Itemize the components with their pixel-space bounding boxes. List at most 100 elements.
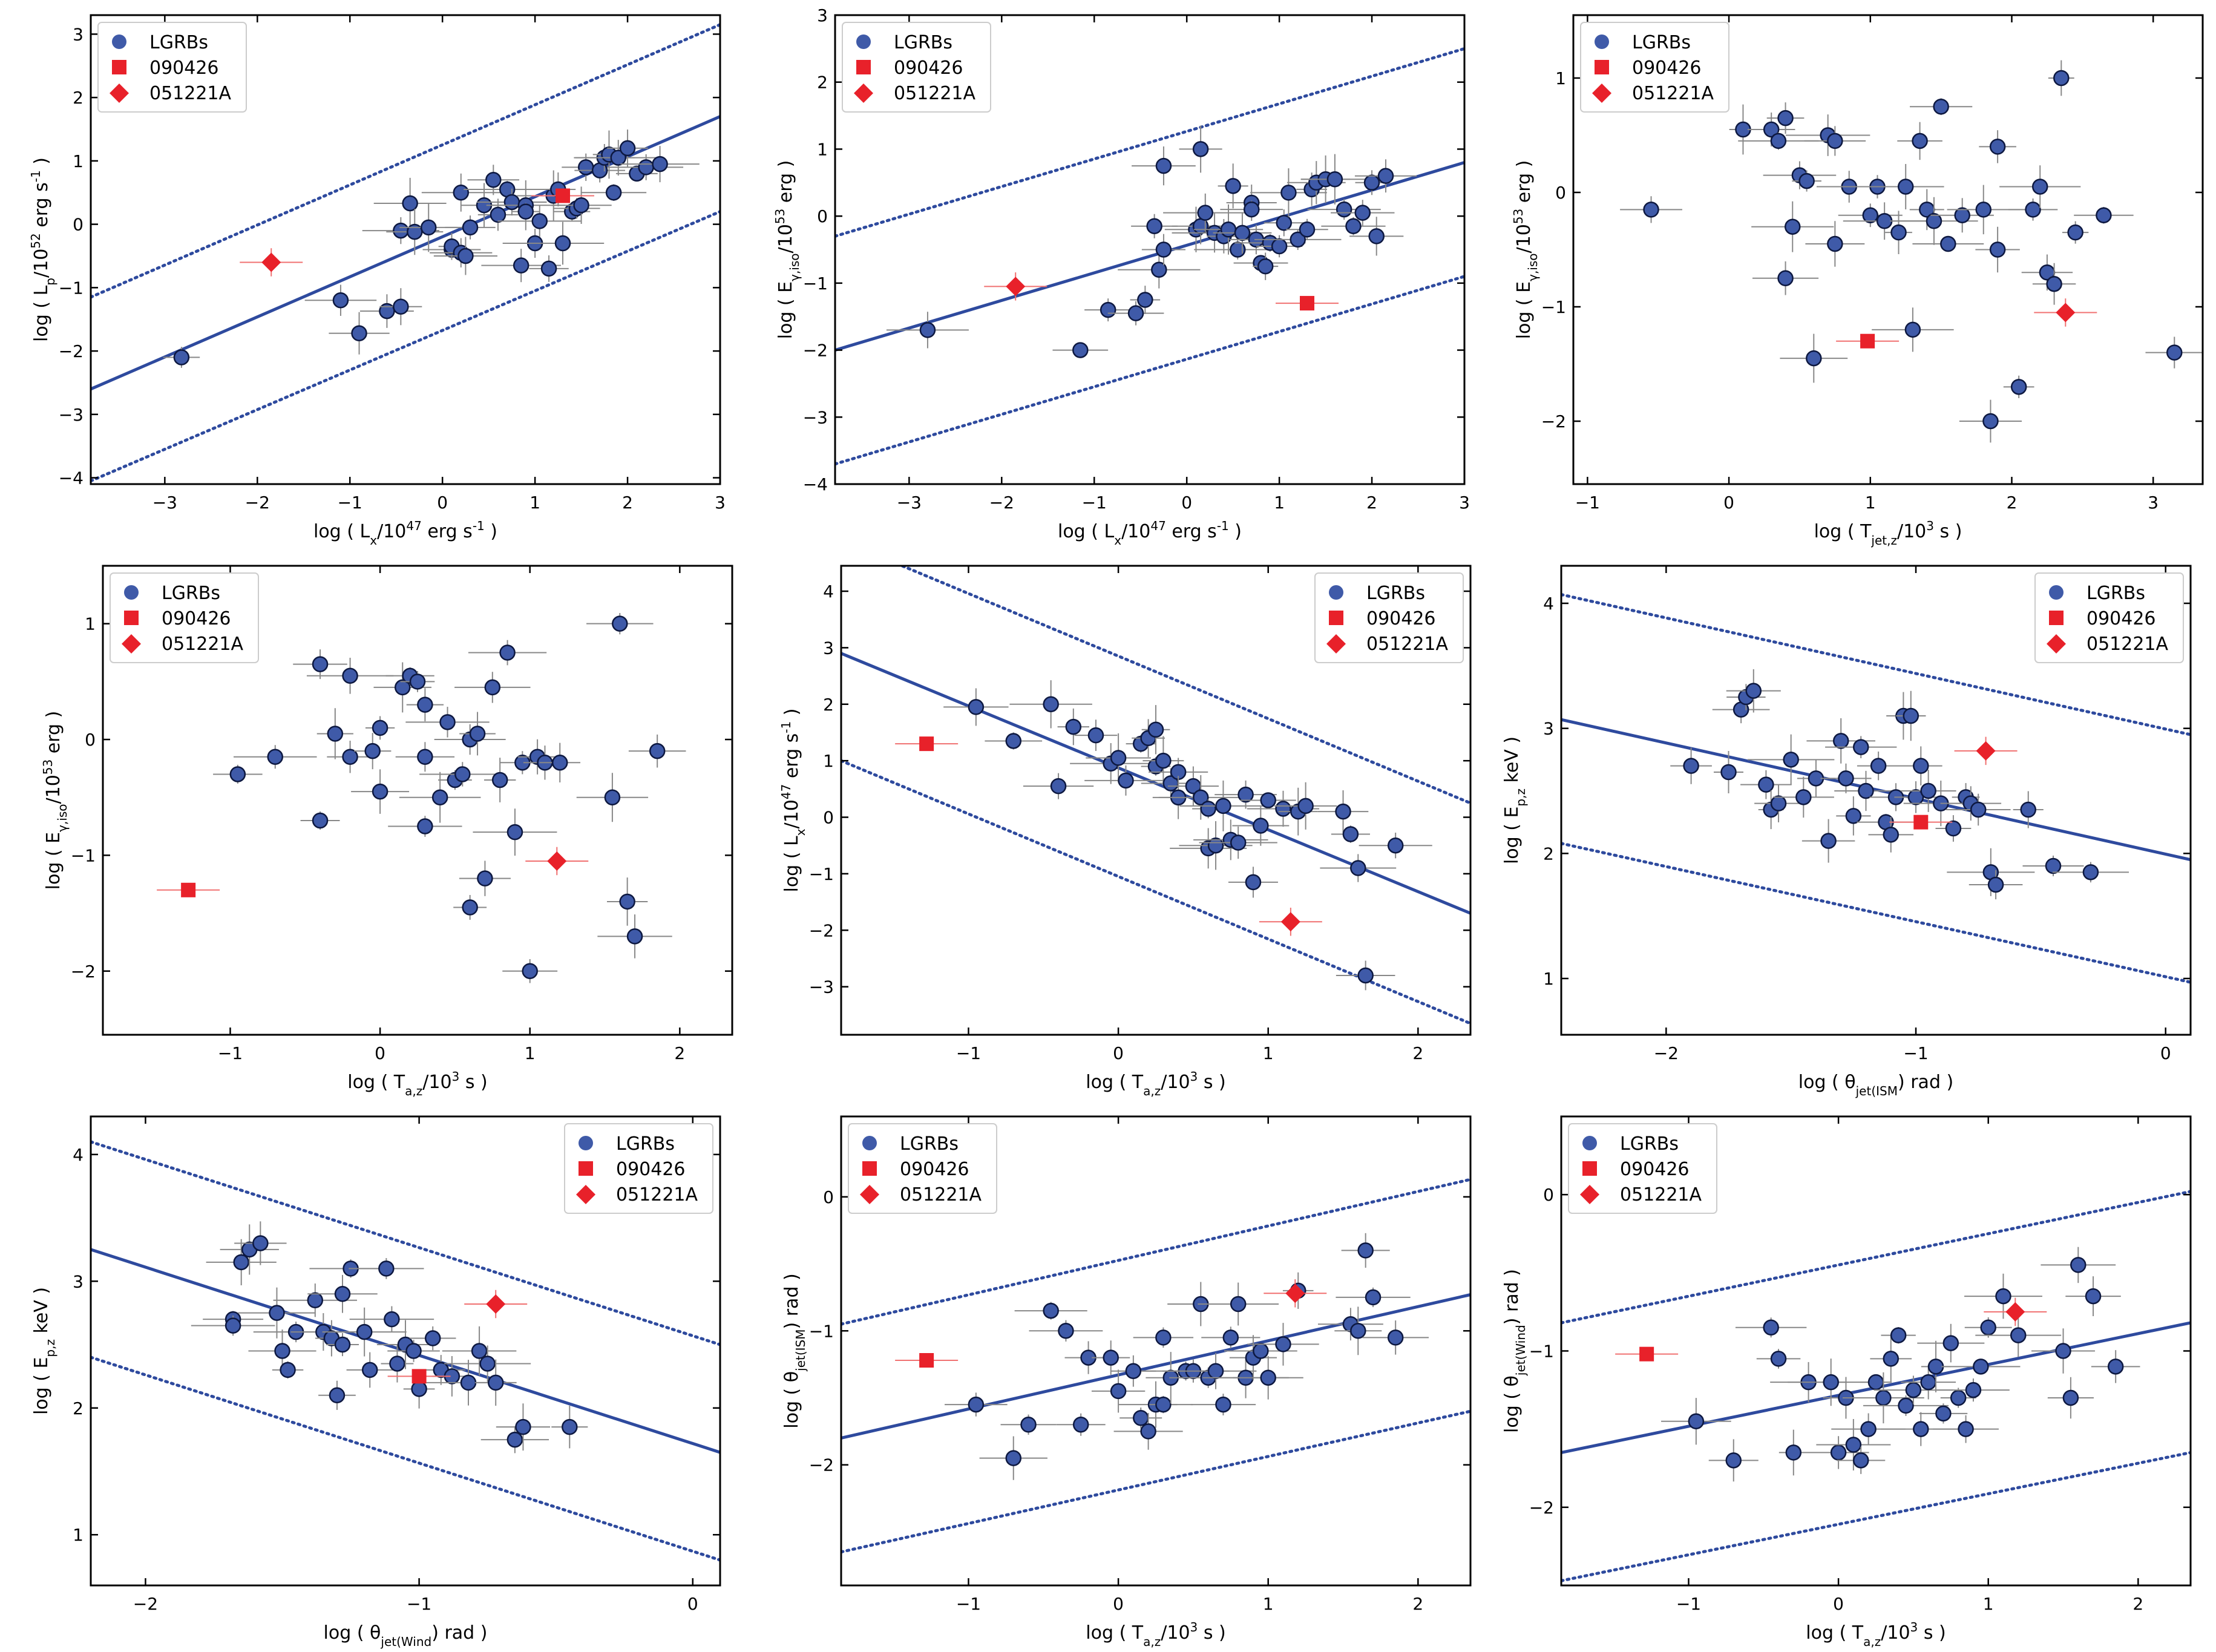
legend-lgrb-marker bbox=[862, 1136, 877, 1150]
lgrb-point bbox=[1118, 772, 1134, 789]
lgrb-point bbox=[626, 928, 643, 945]
plot-frame bbox=[840, 565, 1472, 1036]
legend-051221a-label: 051221A bbox=[616, 1184, 698, 1205]
grb-051221a-point bbox=[2056, 303, 2076, 323]
y-tick-label: −2 bbox=[59, 341, 84, 361]
y-tick-label: 2 bbox=[73, 88, 84, 108]
grb-051221a-point bbox=[547, 851, 567, 871]
lgrb-point bbox=[551, 755, 568, 771]
y-axis-label: log ( Eγ,iso/1053 erg ) bbox=[773, 160, 802, 339]
lgrb-point bbox=[469, 726, 486, 742]
lgrb-point bbox=[1147, 721, 1164, 738]
lgrb-point bbox=[554, 235, 571, 252]
lgrb-point bbox=[1940, 235, 1956, 252]
lgrb-point bbox=[1860, 1421, 1877, 1437]
lgrb-point bbox=[605, 184, 622, 201]
lgrb-point bbox=[619, 893, 635, 910]
lgrb-point bbox=[454, 766, 471, 782]
lgrb-point bbox=[1005, 733, 1022, 749]
lgrb-point bbox=[1876, 212, 1893, 229]
lgrb-point bbox=[1146, 218, 1162, 234]
x-tick-label: 2 bbox=[2007, 493, 2018, 513]
lgrb-point bbox=[1897, 179, 1914, 195]
lgrb-point bbox=[1720, 764, 1737, 781]
y-tick-label: −1 bbox=[809, 864, 834, 884]
upper-bound-line bbox=[91, 1140, 720, 1346]
x-tick-label: 2 bbox=[674, 1043, 685, 1063]
y-tick-label: −4 bbox=[803, 474, 828, 494]
x-tick-label: 3 bbox=[2148, 493, 2159, 513]
legend: LGRBs 090426 051221A bbox=[2034, 572, 2184, 663]
y-tick-label: 4 bbox=[73, 1145, 84, 1165]
lgrb-point bbox=[1193, 789, 1209, 806]
y-tick-label: 0 bbox=[817, 206, 828, 226]
x-tick-label: −1 bbox=[956, 1594, 981, 1614]
lgrb-point bbox=[610, 149, 627, 166]
lgrb-point bbox=[1688, 1413, 1705, 1429]
plot-area bbox=[1620, 60, 2203, 443]
legend-lgrb-label: LGRBs bbox=[900, 1133, 959, 1155]
chart-panel-7: −2 −1 0 1 2 3 4 log ( θjet(Wind) rad ) log ( Ep,… bbox=[31, 1115, 721, 1649]
lgrb-point bbox=[1243, 201, 1260, 218]
y-tick-label: 1 bbox=[823, 751, 834, 771]
lgrb-point bbox=[2053, 70, 2070, 87]
x-tick-label: −1 bbox=[956, 1043, 981, 1063]
legend-box bbox=[1568, 1123, 1717, 1214]
lgrb-point bbox=[1387, 837, 1404, 854]
lgrb-point bbox=[1363, 174, 1380, 191]
x-tick-label: 1 bbox=[1263, 1594, 1274, 1614]
lgrb-point bbox=[1823, 1374, 1839, 1391]
lgrb-point bbox=[1207, 1363, 1224, 1379]
lgrb-point bbox=[513, 257, 529, 274]
lgrb-point bbox=[379, 303, 395, 320]
y-tick-label: −2 bbox=[1529, 1498, 1554, 1518]
lgrb-point bbox=[1870, 758, 1887, 774]
lgrb-point bbox=[499, 644, 516, 661]
upper-bound-line bbox=[841, 1178, 1470, 1326]
y-tick-label: 1 bbox=[85, 614, 96, 634]
lgrb-point bbox=[1838, 770, 1854, 787]
legend-090426-marker bbox=[1595, 60, 1609, 74]
lgrb-point bbox=[1155, 157, 1172, 174]
lgrb-point bbox=[1913, 1421, 1929, 1437]
chart-panel-1: −3 −2 −1 0 1 2 3 −4 −3 −2 −1 0 1 2 3 log ( Lx/1047 erg … bbox=[28, 14, 726, 548]
y-tick-label: 2 bbox=[823, 695, 834, 715]
chart-panel-2: −3 −2 −1 0 1 2 3 −4 −3 −2 −1 0 1 2 3 log ( Lx/1047 erg … bbox=[773, 5, 1470, 548]
lgrb-point bbox=[402, 195, 418, 212]
lgrb-point bbox=[1245, 874, 1262, 891]
lgrb-point bbox=[342, 749, 358, 765]
legend-lgrb-marker bbox=[1329, 585, 1343, 600]
lgrb-point bbox=[462, 899, 478, 916]
lgrb-point bbox=[517, 203, 534, 220]
lgrb-point bbox=[1155, 241, 1172, 258]
lgrb-point bbox=[252, 1235, 269, 1251]
x-tick-label: 0 bbox=[687, 1594, 698, 1614]
y-axis-label: log ( Eγ,iso/1053 erg ) bbox=[41, 711, 70, 890]
legend-box bbox=[110, 572, 259, 663]
lgrb-point bbox=[1827, 133, 1843, 149]
legend-051221a-label: 051221A bbox=[900, 1184, 982, 1205]
y-tick-label: −3 bbox=[59, 405, 84, 425]
plot-area bbox=[1561, 593, 2191, 984]
best-fit-line bbox=[1561, 718, 2191, 862]
x-tick-label: −1 bbox=[1676, 1594, 1701, 1614]
lgrb-point bbox=[1763, 1319, 1779, 1336]
lgrb-point bbox=[1215, 798, 1231, 815]
legend-lgrb-label: LGRBs bbox=[2087, 583, 2145, 604]
x-tick-label: 2 bbox=[2132, 1594, 2143, 1614]
lgrb-point bbox=[2046, 275, 2062, 292]
lgrb-point bbox=[1745, 683, 1762, 699]
lgrb-point bbox=[274, 1343, 290, 1359]
lgrb-point bbox=[1758, 776, 1774, 793]
grb-051221a-point bbox=[261, 252, 281, 272]
lgrb-point bbox=[649, 742, 666, 759]
lgrb-point bbox=[506, 824, 523, 841]
lgrb-point bbox=[1982, 413, 1999, 430]
y-tick-label: −2 bbox=[71, 962, 96, 982]
lgrb-point bbox=[1132, 1409, 1149, 1426]
legend-051221a-marker bbox=[576, 1185, 595, 1204]
legend-090426-marker bbox=[112, 60, 126, 74]
x-tick-label: 0 bbox=[1833, 1594, 1844, 1614]
legend: LGRBs 090426 051221A bbox=[848, 1123, 997, 1214]
lgrb-point bbox=[173, 349, 190, 365]
